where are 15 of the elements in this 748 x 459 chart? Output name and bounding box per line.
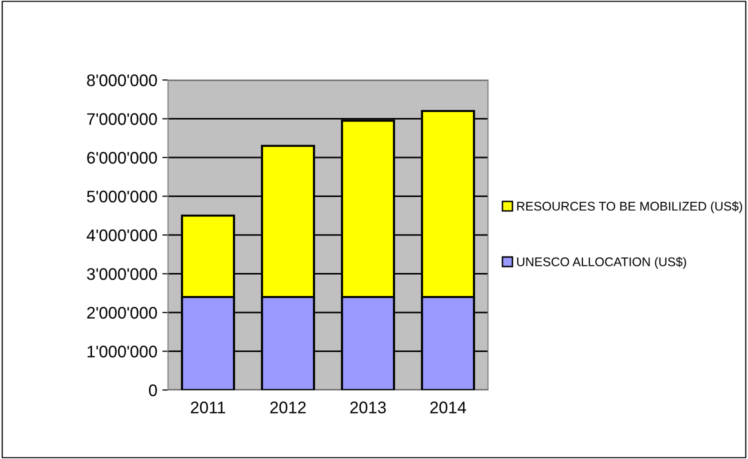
y-tick-label: 8'000'000 xyxy=(87,74,157,86)
x-tick-label: 2013 xyxy=(350,402,386,414)
y-tick-label: 1'000'000 xyxy=(88,346,157,358)
y-tick-label: 3'000'000 xyxy=(86,268,157,280)
y-tick-label: 4'000'000 xyxy=(86,229,157,242)
y-tick-label: 7'000'000 xyxy=(87,113,157,125)
y-tick-label: 6'000'000 xyxy=(87,152,157,164)
x-tick-label: 2012 xyxy=(270,402,306,414)
y-tick-label: 0 xyxy=(148,384,157,396)
x-tick-label: 2011 xyxy=(190,402,226,414)
legend-label: UNESCO ALLOCATION (US$) xyxy=(517,256,686,269)
y-tick-label: 5'000'000 xyxy=(87,190,157,202)
x-tick-label: 2014 xyxy=(430,402,466,414)
y-tick-label: 2'000'000 xyxy=(87,306,157,319)
legend-label: RESOURCES TO BE MOBILIZED (US$) xyxy=(517,201,742,214)
